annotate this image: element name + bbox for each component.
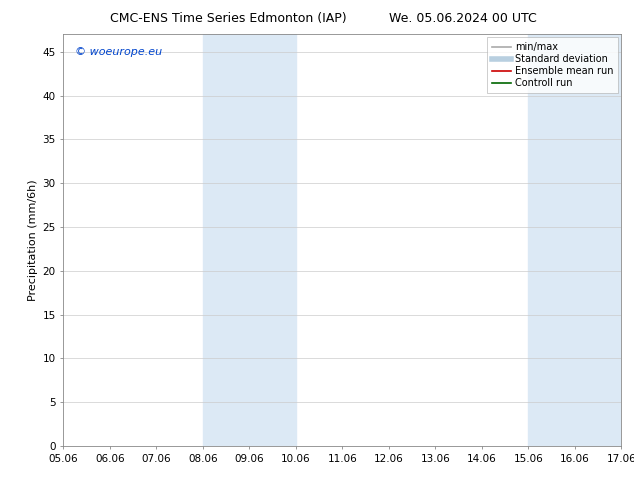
Text: We. 05.06.2024 00 UTC: We. 05.06.2024 00 UTC xyxy=(389,12,537,25)
Legend: min/max, Standard deviation, Ensemble mean run, Controll run: min/max, Standard deviation, Ensemble me… xyxy=(487,37,618,93)
Text: © woeurope.eu: © woeurope.eu xyxy=(75,47,162,57)
Bar xyxy=(528,34,621,446)
Bar xyxy=(203,34,296,446)
Title: CMC-ENS Time Series Edmonton (IAP)         We. 05.06.2024 00 UTC: CMC-ENS Time Series Edmonton (IAP) We. 0… xyxy=(0,489,1,490)
Y-axis label: Precipitation (mm/6h): Precipitation (mm/6h) xyxy=(29,179,38,301)
Text: CMC-ENS Time Series Edmonton (IAP): CMC-ENS Time Series Edmonton (IAP) xyxy=(110,12,347,25)
